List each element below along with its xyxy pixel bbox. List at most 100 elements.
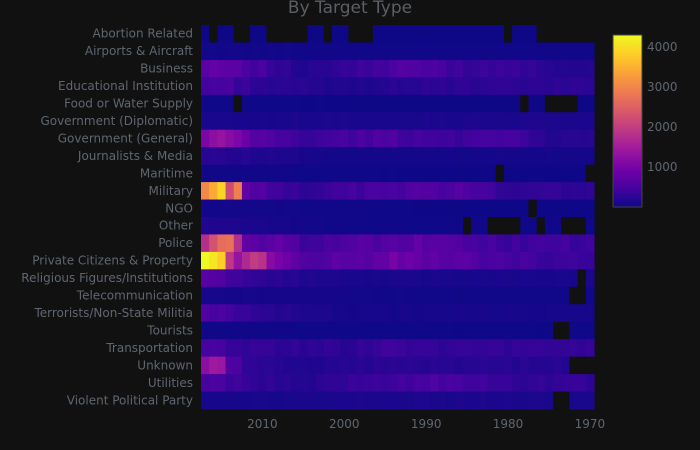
heatmap-cell [413,304,423,323]
heatmap-cell [446,94,456,113]
heatmap-cell [397,304,407,323]
heatmap-cell [389,304,399,323]
heatmap-cell [241,269,251,288]
heatmap-cell [422,374,431,393]
heatmap-cell [569,164,579,183]
heatmap-cell [250,374,259,393]
heatmap-cell [446,321,456,340]
heatmap-cell [225,391,235,410]
heatmap-cell [389,182,399,201]
heatmap-cell [561,374,571,393]
heatmap-cell [241,234,251,253]
heatmap-cell [413,164,423,183]
heatmap-cell [503,25,513,44]
heatmap-cell [528,147,538,166]
heatmap-cell [577,321,587,340]
heatmap-cell [241,304,251,323]
heatmap-cell [553,77,562,96]
heatmap-cell [323,251,333,270]
heatmap-cell [323,147,333,166]
heatmap-cell [405,251,415,270]
heatmap-cell [487,217,497,236]
heatmap-cell [209,391,218,410]
heatmap-cell [454,129,464,148]
y-tick-label: Religious Figures/Institutions [21,271,193,285]
heatmap-cell [323,77,333,96]
heatmap-cell [209,217,218,236]
heatmap-cell [217,391,227,410]
heatmap-cell [233,77,243,96]
heatmap-cell [528,182,538,201]
heatmap-cell [241,391,251,410]
heatmap-cell [258,339,268,358]
heatmap-cell [323,199,333,218]
heatmap-cell [356,321,366,340]
heatmap-cell [512,182,521,201]
heatmap-cell [315,129,325,148]
heatmap-cell [512,286,521,305]
heatmap-cell [446,25,456,44]
heatmap-cell [372,269,382,288]
heatmap-cell [471,321,480,340]
heatmap-cell [299,286,309,305]
heatmap-cell [364,269,374,288]
heatmap-cell [241,77,251,96]
y-tick-label: Government (General) [58,132,193,146]
heatmap-cell [217,112,227,131]
heatmap-cell [217,251,227,270]
heatmap-cell [512,269,521,288]
heatmap-cell [315,321,325,340]
heatmap-cell [503,112,513,131]
heatmap-cell [217,42,227,61]
heatmap-cell [282,147,292,166]
heatmap-cell [250,304,259,323]
heatmap-cell [561,269,571,288]
heatmap-cell [520,234,530,253]
heatmap-cell [340,112,349,131]
heatmap-cell [446,339,456,358]
heatmap-cell [323,164,333,183]
heatmap-cell [520,182,530,201]
heatmap-cell [585,94,595,113]
heatmap-cell [528,59,538,78]
heatmap-cell [282,42,292,61]
heatmap-cell [225,356,235,375]
heatmap-cell [274,339,284,358]
heatmap-cell [463,234,472,253]
heatmap-cell [307,164,317,183]
heatmap-cell [233,234,243,253]
heatmap-cell [381,391,390,410]
heatmap-cell [520,217,530,236]
heatmap-cell [405,304,415,323]
heatmap-cell [397,286,407,305]
heatmap-cell [258,112,268,131]
heatmap-cell [577,391,587,410]
colorbar-tick-label: 4000 [647,40,678,54]
heatmap-cell [561,129,571,148]
heatmap-cell [487,251,497,270]
heatmap-cell [397,199,407,218]
heatmap-cell [356,94,366,113]
heatmap-cell [569,251,579,270]
heatmap-cell [544,217,554,236]
heatmap-cell [258,321,268,340]
heatmap-cell [422,199,431,218]
heatmap-cell [217,269,227,288]
heatmap-cell [250,251,259,270]
heatmap-cell [463,269,472,288]
heatmap-cell [209,321,218,340]
heatmap-cell [282,339,292,358]
heatmap-cell [544,251,554,270]
heatmap-cell [258,147,268,166]
heatmap-cell [209,339,218,358]
heatmap-cell [397,251,407,270]
heatmap-cell [553,321,562,340]
heatmap-cell [241,374,251,393]
heatmap-cell [512,112,521,131]
heatmap-cell [209,112,218,131]
heatmap-cell [528,112,538,131]
heatmap-cell [340,339,349,358]
heatmap-cell [520,112,530,131]
heatmap-cell [495,77,505,96]
heatmap-cell [340,129,349,148]
